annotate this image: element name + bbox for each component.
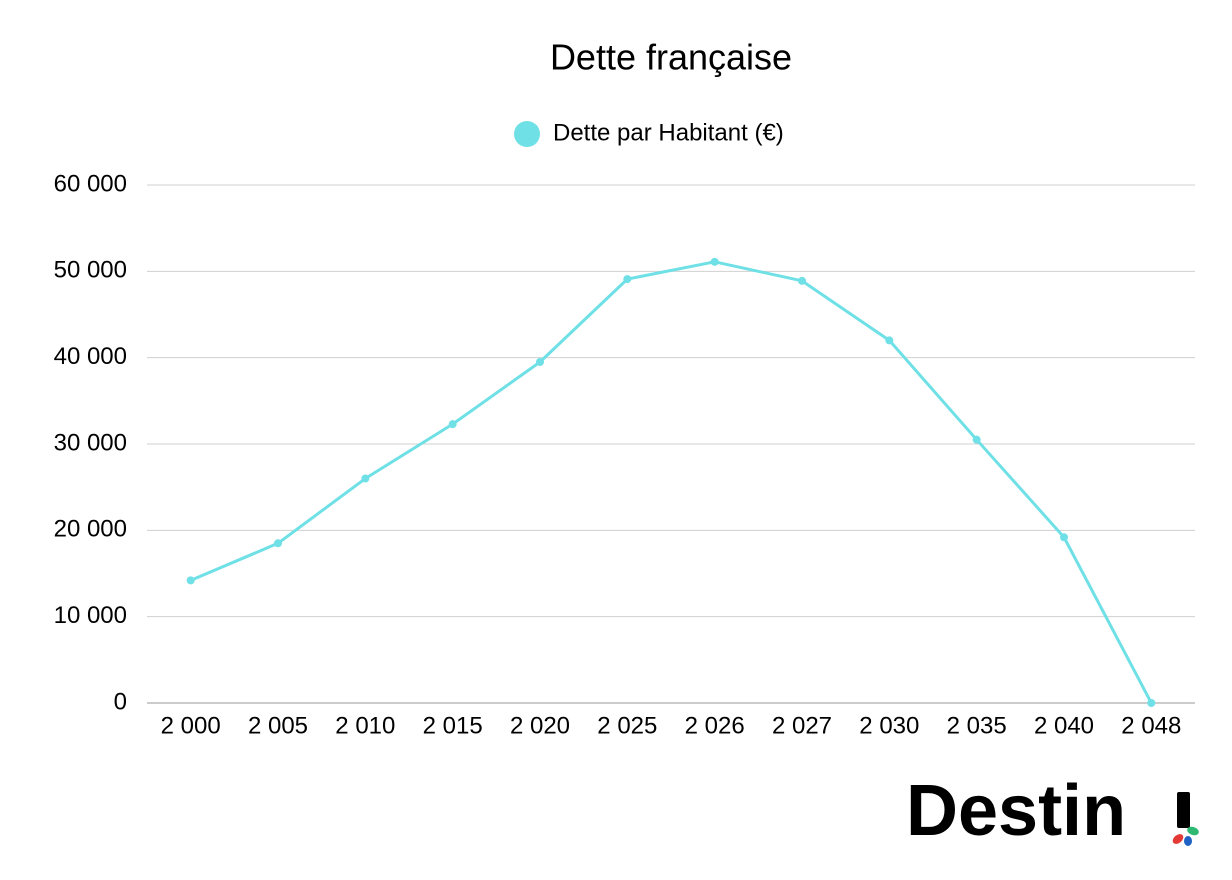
x-tick-label: 2 027 <box>772 712 832 739</box>
data-point <box>1060 533 1068 542</box>
x-tick-label: 2 048 <box>1121 712 1181 739</box>
y-tick-label: 0 <box>114 688 127 715</box>
legend-marker <box>514 121 540 147</box>
x-tick-label: 2 035 <box>947 712 1007 739</box>
x-tick-label: 2 005 <box>248 712 308 739</box>
x-tick-label: 2 010 <box>335 712 395 739</box>
chart-title: Dette française <box>550 37 792 78</box>
logo-mark <box>1177 792 1190 828</box>
data-point <box>798 276 806 285</box>
data-point <box>536 357 544 366</box>
data-point <box>972 435 981 444</box>
y-tick-label: 50 000 <box>54 257 127 284</box>
x-tick-label: 2 020 <box>510 712 570 739</box>
data-point <box>885 336 894 345</box>
x-tick-label: 2 030 <box>859 712 919 739</box>
logo-mark <box>1172 834 1184 844</box>
y-tick-label: 60 000 <box>54 170 127 197</box>
data-point <box>361 474 370 483</box>
data-point <box>710 257 719 266</box>
y-tick-label: 20 000 <box>54 516 127 543</box>
data-point <box>186 576 195 585</box>
y-tick-label: 30 000 <box>54 429 127 456</box>
logo-mark <box>1187 826 1199 836</box>
x-tick-label: 2 015 <box>423 712 483 739</box>
x-tick-label: 2 025 <box>597 712 657 739</box>
x-tick-label: 2 000 <box>161 712 221 739</box>
y-tick-label: 40 000 <box>54 343 127 370</box>
x-tick-label: 2 040 <box>1034 712 1094 739</box>
legend-label: Dette par Habitant (€) <box>553 119 784 146</box>
data-point <box>1147 699 1156 707</box>
x-tick-label: 2 026 <box>685 712 745 739</box>
y-tick-label: 10 000 <box>54 602 127 629</box>
series-line <box>190 260 1153 704</box>
data-point <box>448 420 457 429</box>
logo-mark <box>1184 836 1192 846</box>
data-point <box>274 539 282 548</box>
logo-text: Destin <box>906 771 1126 851</box>
data-point <box>623 275 632 284</box>
logo: Destin <box>906 771 1199 851</box>
